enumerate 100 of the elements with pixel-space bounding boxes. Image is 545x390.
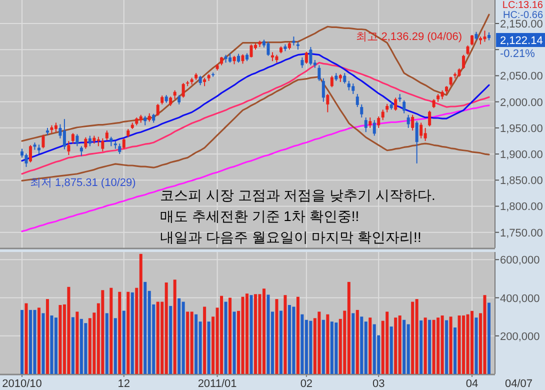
bar xyxy=(144,282,147,374)
bar xyxy=(296,296,300,374)
bar xyxy=(178,298,181,374)
bar xyxy=(424,318,427,374)
bar xyxy=(169,306,172,374)
candlestick xyxy=(428,110,432,127)
candlestick xyxy=(368,116,372,128)
y-tick-label: 2,000.00 xyxy=(500,96,543,109)
candlestick xyxy=(394,97,398,112)
text: 04/07 xyxy=(505,378,533,390)
candlestick xyxy=(424,127,427,142)
candlestick xyxy=(318,64,321,82)
candlestick xyxy=(483,30,486,42)
bar xyxy=(122,310,126,374)
bar xyxy=(279,310,282,374)
x-tick-label: 03 xyxy=(372,378,385,390)
candlestick xyxy=(360,104,364,118)
bar xyxy=(24,303,28,374)
line-series xyxy=(21,104,490,232)
candlestick xyxy=(415,120,418,164)
candlestick xyxy=(326,93,330,113)
candlestick xyxy=(118,143,122,155)
candlestick xyxy=(71,132,74,144)
candlestick xyxy=(330,75,334,88)
bar xyxy=(372,324,376,374)
annotation: 내일과 다음주 월요일이 마지막 확인자리!! xyxy=(160,229,422,245)
bar xyxy=(360,316,364,374)
bar xyxy=(428,320,432,374)
candlestick xyxy=(62,118,66,150)
candlestick xyxy=(411,114,414,132)
text: LC:13.16 xyxy=(502,0,544,11)
candlestick xyxy=(178,94,181,105)
bar xyxy=(330,322,334,374)
candlestick xyxy=(250,44,253,58)
bar xyxy=(228,298,232,374)
bar xyxy=(402,320,406,374)
bar xyxy=(84,323,88,374)
bar xyxy=(368,318,372,374)
bar xyxy=(292,306,296,374)
bar xyxy=(458,315,461,374)
annotation: 최고 2,136.29 (04/06) xyxy=(356,31,462,43)
candlestick xyxy=(309,46,312,66)
bar xyxy=(58,304,62,374)
candlestick xyxy=(101,138,104,152)
candlestick xyxy=(381,109,384,121)
candlestick xyxy=(54,122,58,133)
bar xyxy=(246,294,249,374)
bar xyxy=(436,318,440,374)
candlestick xyxy=(356,93,359,108)
candlestick xyxy=(228,52,232,64)
candlestick xyxy=(364,116,368,133)
bar xyxy=(454,327,457,374)
bar xyxy=(186,312,190,374)
candlestick xyxy=(122,138,126,150)
text: HC:-0.66 xyxy=(502,10,544,21)
candlestick xyxy=(352,83,355,94)
candlestick xyxy=(84,136,88,150)
candlestick xyxy=(80,146,83,157)
bar xyxy=(130,292,134,374)
bar xyxy=(139,254,142,374)
bar xyxy=(411,302,414,374)
bar xyxy=(101,290,104,374)
bar xyxy=(42,313,45,374)
bar xyxy=(466,314,470,374)
bar xyxy=(190,312,194,374)
bar xyxy=(110,288,113,374)
bar xyxy=(80,318,83,374)
bar xyxy=(71,317,74,374)
bar xyxy=(445,320,448,374)
candlestick xyxy=(343,72,346,84)
candlestick xyxy=(300,56,304,68)
bar xyxy=(203,306,206,374)
y-tick-label: 1,800.00 xyxy=(500,201,543,214)
x-tick-label: 04 xyxy=(466,378,478,390)
bar xyxy=(20,310,24,374)
candlestick xyxy=(110,136,113,147)
y-tick-label: 2,050.00 xyxy=(500,70,543,83)
candlestick xyxy=(462,54,466,70)
bar xyxy=(254,294,257,374)
bar xyxy=(173,280,176,374)
bar xyxy=(406,324,410,374)
bar xyxy=(194,314,198,374)
bar xyxy=(432,320,436,374)
bar xyxy=(182,302,185,374)
bar xyxy=(334,322,338,374)
annotation: 최저 1,875.31 (10/29) xyxy=(30,177,136,189)
y-tick-label: 400,000 xyxy=(500,292,540,305)
bar xyxy=(462,315,466,374)
candlestick xyxy=(402,100,406,114)
bar xyxy=(46,299,49,374)
bar xyxy=(347,282,350,374)
bar xyxy=(37,308,40,374)
x-tick-label: 2011/01 xyxy=(198,378,237,390)
bar xyxy=(67,286,70,374)
bar xyxy=(266,294,270,374)
text: -0.21% xyxy=(500,48,536,60)
y-tick-label: 2,150.00 xyxy=(500,18,543,30)
bar xyxy=(76,312,79,374)
candlestick xyxy=(322,78,325,102)
bar xyxy=(470,310,474,374)
